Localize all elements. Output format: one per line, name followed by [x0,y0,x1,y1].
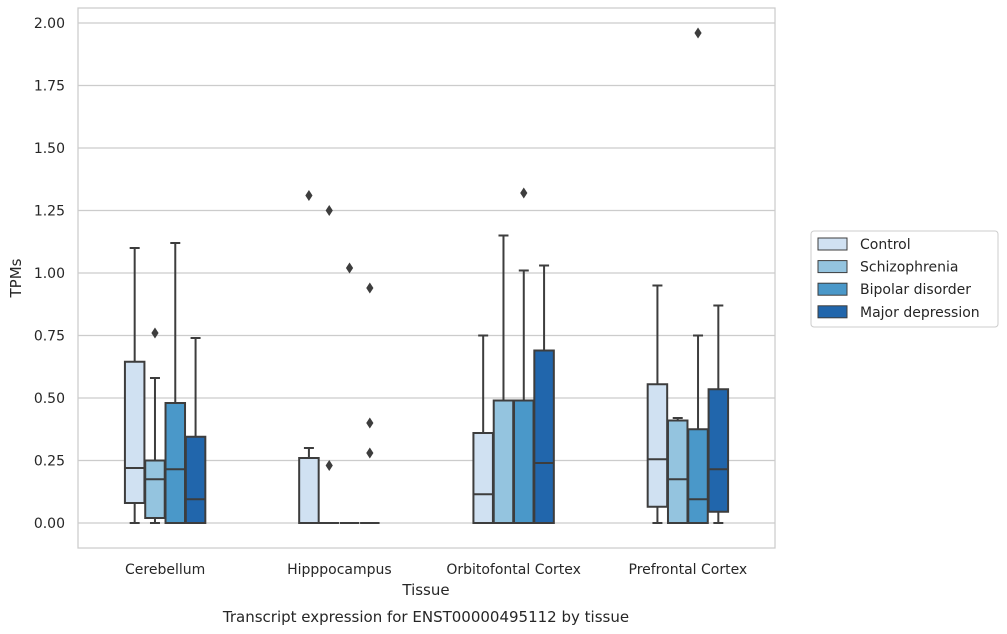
boxes-layer [123,27,730,524]
outlier-point [325,205,333,216]
outlier-point [325,460,333,471]
x-tick-label: Cerebellum [125,562,205,578]
x-tick-label: Prefrontal Cortex [629,562,748,578]
legend-label: Bipolar disorder [860,282,971,298]
legend-swatch [817,282,848,296]
y-tick-label: 1.00 [34,266,65,282]
legend-frame [810,230,999,328]
outlier-point [366,447,374,459]
x-tick-labels: Cerebellum Hipppocampus Orbitofontal Corte… [125,562,747,578]
legend-label: Major depression [860,305,980,321]
box-body [123,360,146,504]
y-tick-label: 0.00 [34,516,65,532]
box-0-0 [123,247,146,524]
box-0-3 [184,337,207,524]
box-2-3 [533,264,555,524]
outlier-point [345,262,354,274]
box-2-1 [492,234,515,524]
box-body [472,432,494,524]
box-3-3 [707,304,730,524]
x-axis-label: Tissue [401,581,449,599]
box-body [492,399,515,524]
box-1-0 [298,190,320,524]
box-1-2 [339,262,360,524]
box-2-2 [513,187,535,524]
y-tick-label: 2.00 [34,16,65,32]
box-body [164,402,187,524]
box-body [533,349,555,524]
box-1-1 [319,205,339,524]
box-3-0 [646,284,669,524]
legend: Control Schizophrenia Bipolar disorder Majo… [810,230,999,328]
outlier-point [305,190,313,201]
y-tick-label: 0.25 [34,454,65,470]
box-body [707,388,730,513]
box-body [646,383,669,508]
chart-caption: Transcript expression for ENST0000049511… [222,608,629,626]
legend-swatch [817,237,848,251]
legend-label: Control [860,237,911,253]
box-0-1 [144,327,166,524]
box-3-2 [687,27,709,524]
outlier-point [694,27,702,39]
box-1-3 [360,282,380,524]
plot-frame [77,7,776,549]
y-axis-label: TPMs [7,258,25,298]
box-3-1 [666,417,689,524]
box-2-0 [472,334,494,524]
legend-label: Schizophrenia [860,260,958,276]
box-body [666,419,689,524]
legend-swatch [817,305,848,319]
y-tick-label: 1.25 [34,204,65,220]
outlier-point [366,417,374,429]
outlier-point [151,327,159,339]
box-body [687,428,709,524]
box-0-2 [164,242,187,524]
x-tick-label: Orbitofontal Cortex [446,562,581,578]
y-tick-label: 0.75 [34,329,65,345]
y-tick-label: 1.75 [34,79,65,95]
box-body [298,457,320,524]
outlier-point [366,282,374,294]
box-body [184,435,207,524]
box-body [513,399,535,524]
y-tick-label: 1.50 [34,141,65,157]
y-tick-labels: 0.00 0.25 0.50 0.75 1.00 1.25 1.50 1.75 2.00 [34,16,65,532]
box-body [144,459,166,519]
legend-swatch [817,260,848,274]
outlier-point [520,187,528,199]
x-tick-label: Hipppocampus [287,562,392,578]
y-tick-label: 0.50 [34,391,65,407]
